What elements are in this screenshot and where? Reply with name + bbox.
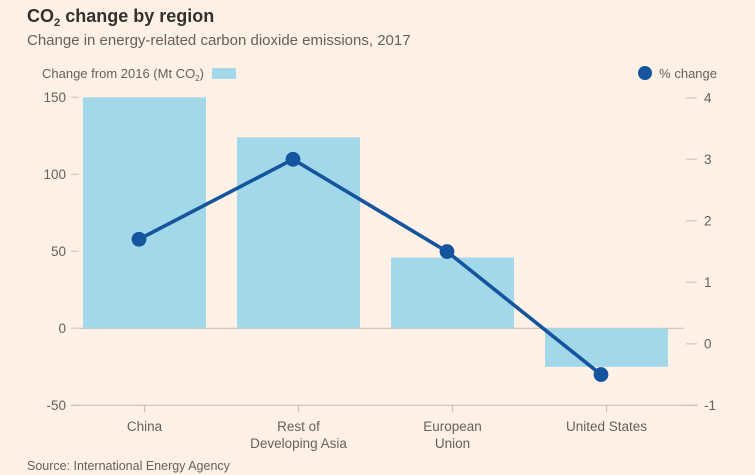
x-axis-label-rest-of-developing-asia: Rest of Developing Asia (250, 419, 347, 451)
left-axis-tick-label: 0 (58, 321, 66, 336)
right-axis-tick-label: -1 (704, 398, 716, 413)
chart-subtitle: Change in energy-related carbon dioxide … (27, 32, 411, 49)
legend: Change from 2016 (Mt CO2) % change (0, 63, 755, 83)
bar-united-states (545, 328, 668, 367)
pct-change-point-rest-of-developing-asia (285, 151, 301, 167)
right-axis-tick-label: 3 (704, 152, 712, 167)
pct-change-point-china (131, 231, 147, 247)
x-axis-label-european-union: European Union (423, 419, 482, 451)
legend-bars-label: Change from 2016 (Mt CO2) (42, 65, 205, 83)
title-text-suffix: change by region (60, 6, 215, 26)
pct-change-point-united-states (593, 367, 609, 382)
x-axis-label-united-states: United States (566, 419, 647, 434)
left-axis-tick-label: 150 (43, 90, 66, 105)
left-axis-tick-label: -50 (46, 398, 66, 413)
right-axis-tick-label: 2 (704, 213, 712, 228)
left-axis-tick-label: 100 (43, 167, 66, 182)
legend-item-bars: Change from 2016 (Mt CO2) (42, 63, 237, 83)
pct-change-line (138, 157, 603, 376)
bar-rest-of-developing-asia (237, 137, 360, 329)
bar-series-swatch-icon (212, 67, 237, 79)
pct-change-point-european-union (439, 244, 455, 259)
page-title: CO2 change by region (27, 4, 214, 31)
title-subscript: 2 (54, 17, 61, 30)
left-axis-tick-label: 50 (51, 244, 66, 259)
right-axis-tick-label: 4 (704, 90, 712, 105)
line-series-dot-icon (638, 66, 653, 80)
x-axis-label-china: China (127, 419, 163, 434)
source-note: Source: International Energy Agency (27, 459, 230, 473)
bar-european-union (391, 257, 514, 329)
legend-item-line: % change (638, 63, 717, 83)
right-axis-tick-label: 1 (704, 275, 712, 290)
bar-china (83, 97, 206, 329)
title-text: CO (27, 6, 54, 26)
legend-line-label: % change (659, 65, 717, 81)
right-axis-tick-label: 0 (704, 336, 712, 351)
